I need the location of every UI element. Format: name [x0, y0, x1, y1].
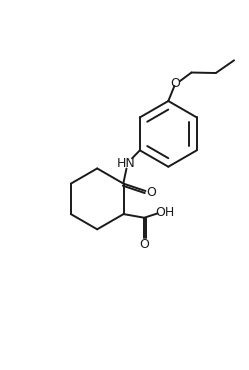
Text: OH: OH — [155, 206, 175, 219]
Text: HN: HN — [117, 157, 136, 170]
Text: O: O — [171, 77, 181, 90]
Text: O: O — [139, 238, 149, 251]
Text: O: O — [146, 186, 156, 199]
